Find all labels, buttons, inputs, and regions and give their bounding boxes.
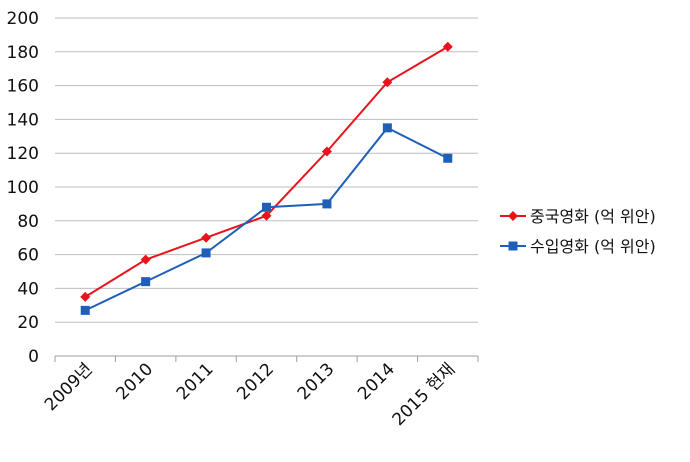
y-tick-label-180: 180 <box>7 43 39 63</box>
series-0-point-2 <box>201 232 212 243</box>
series-0-point-6 <box>442 41 453 52</box>
legend-item-0: 중국영화 (억 위안) <box>500 207 656 226</box>
series-0-point-5 <box>382 77 393 88</box>
y-tick-label-140: 140 <box>7 110 39 130</box>
series-1-point-4 <box>322 199 332 209</box>
legend-label-1: 수입영화 (억 위안) <box>530 237 656 256</box>
x-tick-label-1: 2010 <box>112 359 157 404</box>
x-tick-label-4: 2013 <box>294 359 339 404</box>
series-0-point-1 <box>140 254 151 265</box>
y-tick-label-100: 100 <box>7 178 39 198</box>
series-0-point-0 <box>80 291 91 302</box>
y-tick-label-80: 80 <box>17 212 39 232</box>
series-1-point-1 <box>141 277 151 287</box>
y-tick-label-60: 60 <box>17 246 39 266</box>
series-group <box>80 41 453 315</box>
legend-marker-1 <box>508 241 518 251</box>
y-tick-label-0: 0 <box>28 347 39 367</box>
x-tick-label-5: 2014 <box>354 359 399 404</box>
series-1-point-5 <box>382 123 392 133</box>
x-tick-label-6: 2015 현재 <box>389 359 460 430</box>
series-0-point-4 <box>321 146 332 157</box>
x-tick-label-3: 2012 <box>233 359 278 404</box>
series-line-0 <box>84 45 449 298</box>
gridlines <box>55 17 478 323</box>
series-1-point-3 <box>262 202 271 212</box>
series-1-point-6 <box>443 153 453 163</box>
series-1-point-0 <box>80 305 90 315</box>
legend-item-1: 수입영화 (억 위안) <box>500 237 656 256</box>
series-1-point-2 <box>201 248 211 258</box>
y-tick-label-120: 120 <box>7 144 39 164</box>
legend-marker-0 <box>508 211 518 221</box>
y-tick-label-200: 200 <box>7 9 39 29</box>
y-tick-label-160: 160 <box>7 77 39 97</box>
y-axis-ticks: 0 20 40 60 80 100 120 140 160 180 200 <box>7 9 39 367</box>
y-tick-label-40: 40 <box>17 279 39 299</box>
x-tick-label-0: 2009년 <box>41 359 97 415</box>
legend: 중국영화 (억 위안) 수입영화 (억 위안) <box>500 207 656 256</box>
x-tick-label-2: 2011 <box>173 359 218 404</box>
y-tick-label-20: 20 <box>17 313 39 333</box>
series-0-point-3 <box>261 210 272 221</box>
legend-label-0: 중국영화 (억 위안) <box>530 207 656 226</box>
